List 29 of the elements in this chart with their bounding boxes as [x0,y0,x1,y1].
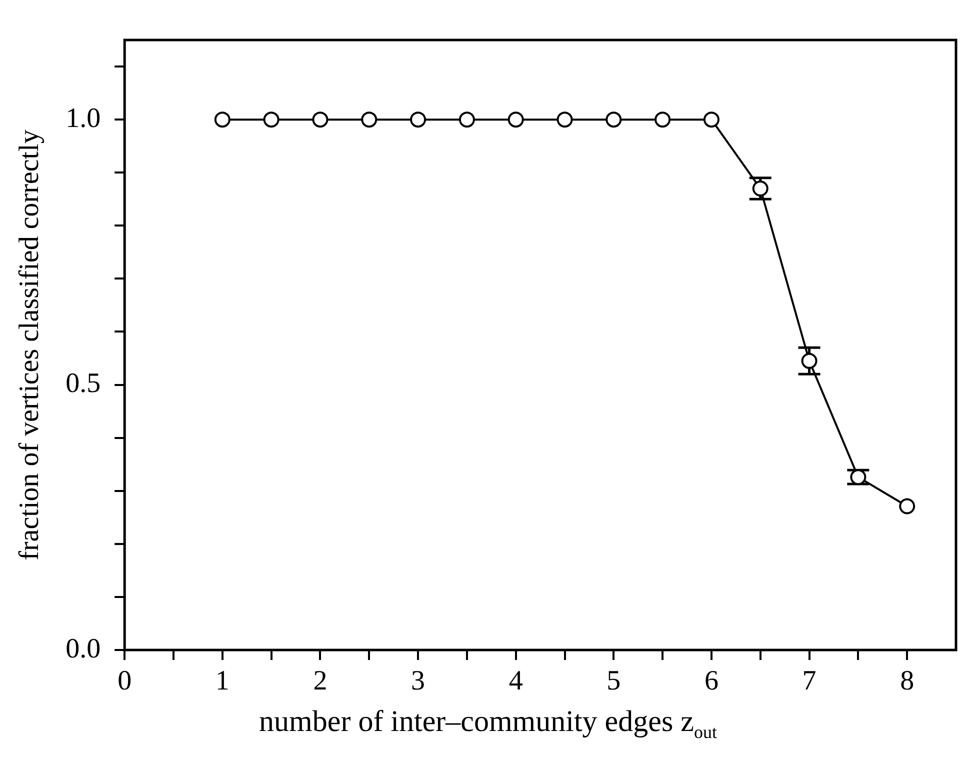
x-tick-label: 2 [313,665,328,696]
point [899,498,916,514]
y-tick-label: 0.0 [66,633,101,664]
y-tick-label: 1.0 [66,102,101,134]
point [556,112,573,128]
x-tick-label: 7 [802,665,816,696]
point [752,180,768,197]
y-tick-label: 0.5 [66,368,101,400]
point [458,112,475,128]
x-tick-label: 6 [704,665,718,696]
point [508,112,524,128]
point [312,112,328,128]
point [654,112,671,128]
point [703,112,720,128]
point [606,112,622,128]
point [801,352,818,369]
x-tick-label: 5 [606,665,621,696]
x-tick-label: 1 [215,665,230,696]
x-axis-title: number of inter–community edges z$_{out}$ [258,705,718,743]
point [214,112,230,128]
x-tick-label: 0 [118,665,132,696]
point [361,112,378,128]
x-tick-label: 3 [411,665,426,696]
point [850,469,866,486]
y-axis-title: fraction of vertices classified correctly [14,130,46,560]
point [263,112,280,128]
x-tick-label: 8 [900,665,914,696]
x-tick-label: 4 [508,665,523,696]
point [410,112,426,128]
